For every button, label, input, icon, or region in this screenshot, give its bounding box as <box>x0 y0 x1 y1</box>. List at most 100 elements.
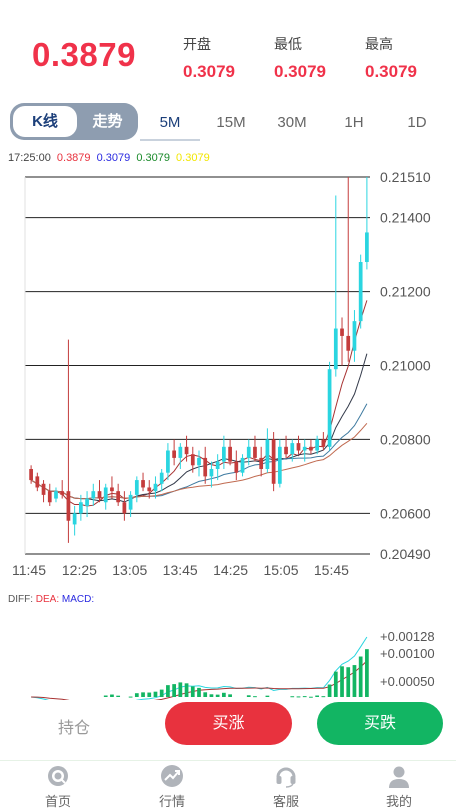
candle-body <box>209 468 214 477</box>
macd-histogram-bar <box>159 689 164 697</box>
candle <box>358 254 363 329</box>
candle-body <box>60 491 65 495</box>
candle-body <box>66 491 71 521</box>
timeframe-15m[interactable]: 15M <box>216 114 246 131</box>
timeframe-5m[interactable]: 5M <box>159 114 181 131</box>
macd-histogram-bar <box>203 692 208 697</box>
tab-home-label: 首页 <box>44 794 71 809</box>
stat-open-label: 开盘 <box>183 36 211 52</box>
candle <box>321 432 326 451</box>
macd-label-dea: DEA: <box>35 594 60 605</box>
candle <box>203 446 208 484</box>
candles <box>29 177 369 543</box>
macd-histogram-bar <box>172 684 176 697</box>
tab-market[interactable]: 行情 <box>132 761 212 810</box>
candle-body <box>91 491 96 499</box>
price-axis-labels: 0.21510 0.21400 0.21200 0.21000 0.20800 0.206… <box>380 169 431 562</box>
candle-body <box>259 457 264 469</box>
time-tick-label: 12:25 <box>62 562 97 578</box>
macd-histogram-bar <box>128 696 133 698</box>
toggle-kline[interactable]: K线 <box>13 106 77 137</box>
timeframe-1d[interactable]: 1D <box>407 114 427 131</box>
time-tick-label: 14:25 <box>213 562 248 578</box>
candle-body <box>128 494 133 510</box>
candle-body <box>190 454 195 466</box>
candle-body <box>365 232 369 263</box>
candle <box>122 491 127 521</box>
ma-legend: 17:25:00 0.3879 0.3079 0.3079 0.3079 <box>8 152 213 164</box>
hold-positions-link[interactable]: 持仓 <box>58 720 91 737</box>
candle <box>215 454 220 481</box>
candle <box>222 435 226 469</box>
ma-legend-value: 0.3879 <box>56 152 91 164</box>
price-tick-label: 0.21000 <box>380 358 431 374</box>
chart-type-toggle[interactable]: K线 走势 <box>10 103 138 140</box>
candle-body <box>29 468 33 481</box>
candle <box>103 483 108 510</box>
tab-profile[interactable]: 我的 <box>359 761 439 810</box>
macd-histogram-bar <box>321 696 326 698</box>
candle-body <box>253 446 257 458</box>
ma-legend-value: 0.3079 <box>136 152 170 164</box>
candle <box>153 476 158 499</box>
candle-body <box>184 446 189 455</box>
stat-low-value: 0.3079 <box>274 62 326 81</box>
candle-body <box>110 487 114 492</box>
candle <box>246 439 251 466</box>
stat-low-label: 最低 <box>274 36 302 52</box>
time-tick-label: 11:45 <box>12 562 46 578</box>
tab-home[interactable]: 首页 <box>18 761 98 810</box>
macd-histogram-bar <box>358 656 363 697</box>
kline-chart[interactable]: 0.21510 0.21400 0.21200 0.21000 0.20800 0.206… <box>0 160 456 700</box>
buy-down-button[interactable]: 买跌 <box>317 702 443 745</box>
macd-histogram-bar <box>346 667 351 697</box>
candle-body <box>246 446 251 458</box>
price-tick-label: 0.20800 <box>380 431 431 447</box>
candle <box>178 443 183 469</box>
candle <box>54 487 58 503</box>
candle <box>365 177 369 270</box>
candle <box>302 439 307 462</box>
price-tick-label: 0.20490 <box>380 546 431 562</box>
macd-histogram-bar <box>134 693 139 697</box>
macd-histogram-bar <box>365 649 369 697</box>
candle <box>253 435 257 462</box>
tab-service[interactable]: 客服 <box>246 761 326 810</box>
macd-histogram-bar <box>315 695 320 697</box>
candle <box>29 465 33 484</box>
timeframe-1h[interactable]: 1H <box>344 114 364 131</box>
toggle-trend[interactable]: 走势 <box>92 113 123 130</box>
macd-histogram-bar <box>141 692 145 697</box>
candle <box>35 472 40 492</box>
timeframe-30m[interactable]: 30M <box>277 114 307 131</box>
macd-histogram-bar <box>302 696 307 698</box>
candle-body <box>116 491 121 503</box>
candle-body <box>54 491 58 499</box>
macd-histogram-bar <box>253 696 257 698</box>
macd-legend: DIFF: DEA: MACD: <box>8 594 94 605</box>
macd-label-macd: MACD: <box>61 594 95 605</box>
candle <box>134 476 139 503</box>
candle-body <box>197 457 201 466</box>
macd-histogram-bar <box>103 695 108 697</box>
macd-histogram-bar <box>190 686 195 697</box>
macd-histogram-bar <box>296 696 301 698</box>
current-price: 0.3879 <box>32 36 136 73</box>
candle <box>91 483 96 506</box>
buy-up-button[interactable]: 买涨 <box>165 702 292 745</box>
candle <box>228 439 232 466</box>
candle-body <box>302 446 307 451</box>
stat-low: 最低 0.3079 <box>274 34 326 82</box>
candle-body <box>340 328 344 336</box>
macd-label-diff: DIFF: <box>8 594 33 605</box>
customer-service-icon <box>276 767 296 788</box>
macd-tick-label: +0.00128 <box>380 629 435 644</box>
macd-histogram-bar <box>340 666 344 697</box>
macd-histogram-bar <box>147 692 152 697</box>
candle-body <box>290 443 295 455</box>
candle <box>333 195 338 377</box>
candle-body <box>315 439 320 451</box>
candle <box>309 439 313 455</box>
tab-profile-label: 我的 <box>385 794 412 809</box>
candle-body <box>228 446 232 462</box>
